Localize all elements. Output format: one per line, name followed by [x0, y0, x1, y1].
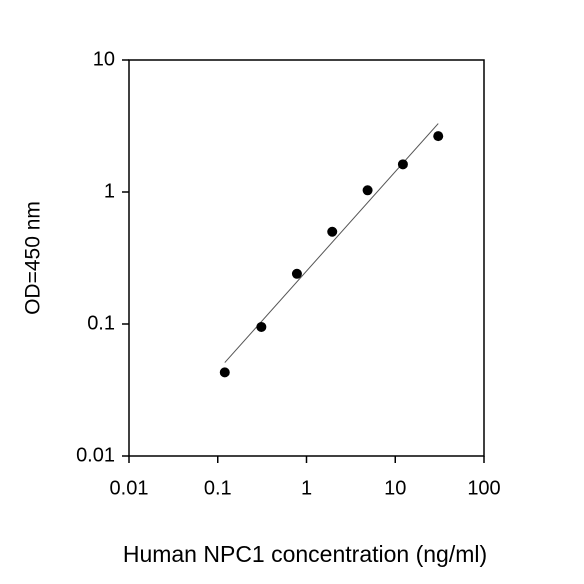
data-point	[397, 159, 408, 170]
data-point	[433, 131, 444, 142]
y-tick-label: 10	[93, 48, 115, 70]
x-tick-label: 1	[301, 477, 312, 499]
x-tick-label: 100	[467, 477, 500, 499]
x-tick-label: 0.1	[204, 477, 232, 499]
data-point	[256, 321, 267, 332]
y-axis-label: OD=450 nm	[22, 201, 45, 315]
x-axis-label: Human NPC1 concentration (ng/ml)	[123, 541, 487, 567]
x-tick-label: 0.01	[110, 477, 149, 499]
plot-frame	[128, 59, 485, 457]
data-point	[327, 226, 338, 237]
data-point	[291, 268, 302, 279]
data-point	[219, 367, 230, 378]
data-point	[362, 185, 373, 196]
y-tick-label: 0.01	[76, 444, 115, 466]
y-tick-label: 1	[104, 180, 115, 202]
y-tick-label: 0.1	[87, 312, 115, 334]
x-tick-label: 10	[384, 477, 406, 499]
